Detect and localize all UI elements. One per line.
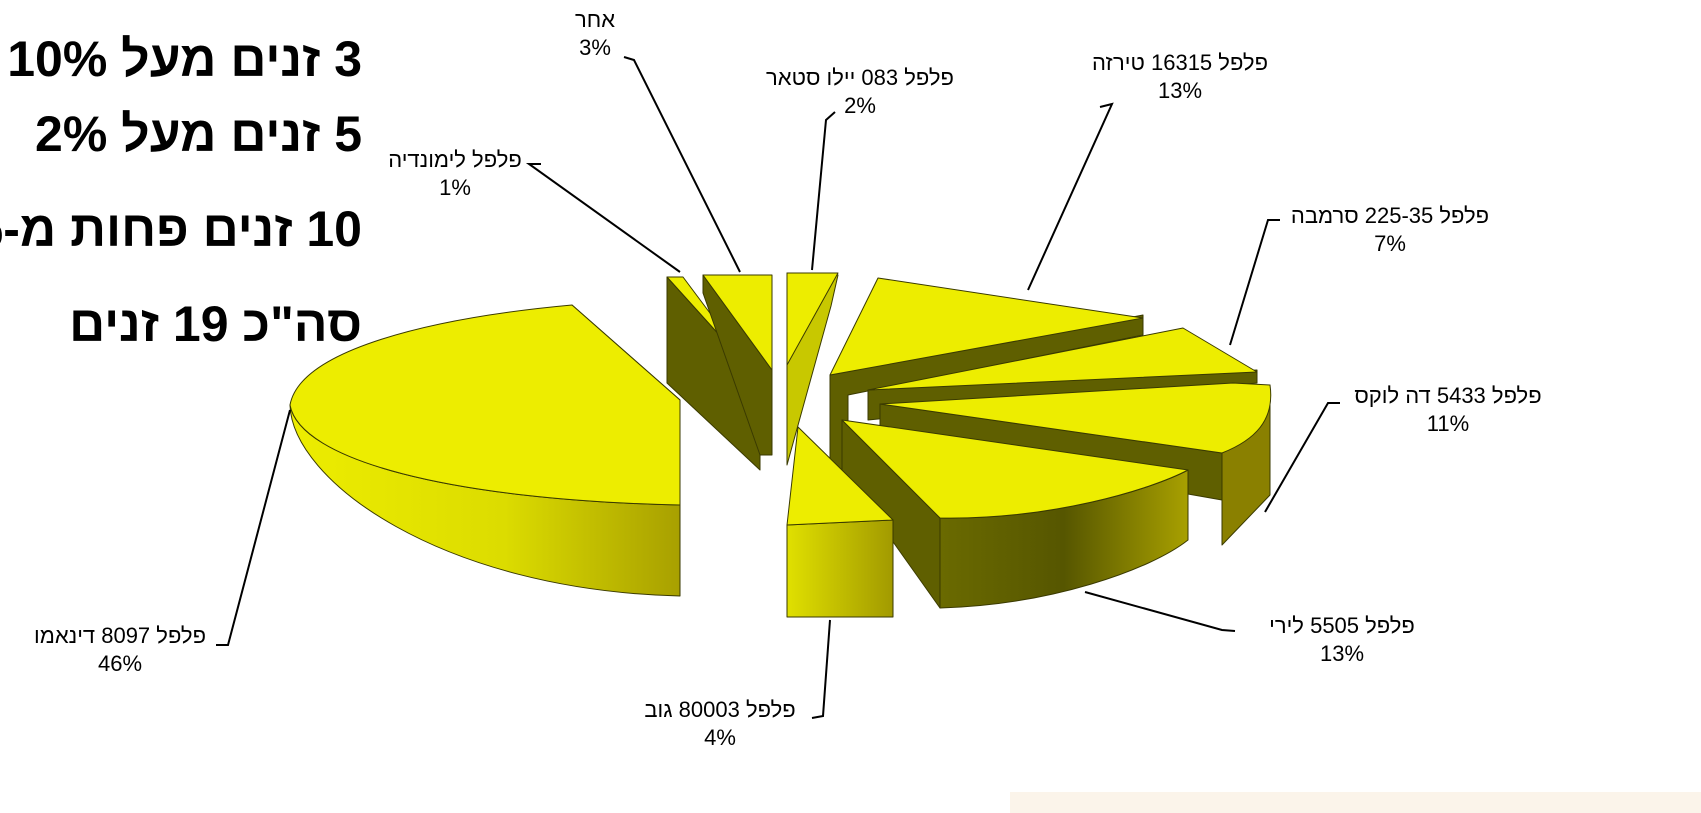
slice-label-name-tirza: פלפל 16315 טירזה <box>1092 50 1268 75</box>
slice-label-percent-seramba: 7% <box>1374 231 1406 256</box>
slice-label-name-yellowstar: פלפל 083 יילו סטאר <box>766 65 954 90</box>
leader-line-dinamo <box>216 409 291 646</box>
pie-slice-dinamo <box>289 304 681 506</box>
pie-slice-liri <box>841 419 1189 519</box>
slice-label-name-dinamo: פלפל 8097 דינאמו <box>34 623 206 648</box>
slice-label-percent-dinamo: 46% <box>98 651 142 676</box>
decorative-panel <box>1010 792 1701 813</box>
slice-label-percent-deluxe: 11% <box>1427 411 1469 436</box>
note-varieties-under-2: 10 זנים פחות מ-2% <box>0 201 362 257</box>
slice-label-percent-gov: 4% <box>704 725 736 750</box>
leader-line-gov <box>811 619 831 719</box>
slice-label-percent-yellowstar: 2% <box>844 93 876 118</box>
slice-label-name-deluxe: פלפל 5433 דה לוקס <box>1354 383 1541 408</box>
note-varieties-over-2: 5 זנים מעל 2% <box>35 106 362 162</box>
pie-slice-gov <box>786 426 894 526</box>
slice-label-percent-liri: 13% <box>1320 641 1364 666</box>
leader-line-tirza <box>1027 102 1114 291</box>
leader-line-yellowstar <box>811 111 836 271</box>
pie-slice-tirza <box>829 277 1144 376</box>
pie-slice-deluxe <box>879 382 1272 454</box>
slice-label-name-gov: פלפל 80003 גוב <box>644 697 795 722</box>
slice-label-name-liri: פלפל 5505 לירי <box>1269 613 1415 638</box>
note-total-varieties: סה"כ 19 זנים <box>69 296 362 352</box>
note-varieties-over-10: 3 זנים מעל 10% <box>7 31 362 87</box>
slice-label-percent-tirza: 13% <box>1158 78 1202 103</box>
leader-line-limonadia <box>525 163 681 273</box>
slice-label-name-seramba: פלפל 225-35 סרמבה <box>1291 203 1489 228</box>
leader-line-liri <box>1084 591 1236 632</box>
pie-slice-seramba <box>867 327 1258 391</box>
leader-line-deluxe <box>1264 402 1340 513</box>
slice-label-name-other: אחר <box>575 7 615 32</box>
leader-line-other <box>623 56 741 273</box>
slice-label-percent-other: 3% <box>579 35 611 60</box>
leader-line-seramba <box>1229 219 1280 346</box>
pie-slice-other <box>702 274 773 371</box>
pie-slice-side-gov <box>786 519 894 618</box>
slice-label-name-limonadia: פלפל לימונדיה <box>388 147 522 172</box>
slice-label-percent-limonadia: 1% <box>439 175 471 200</box>
pie-slice-yellowstar <box>786 272 839 366</box>
